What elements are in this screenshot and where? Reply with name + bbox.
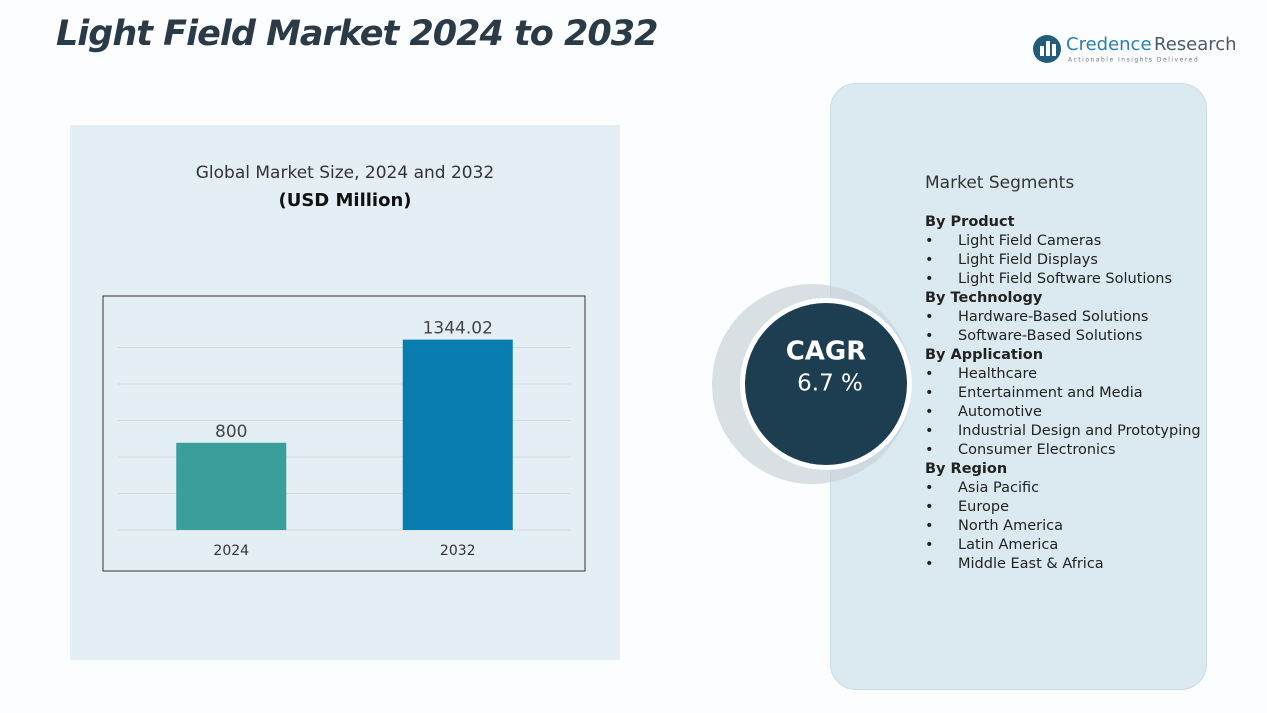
segment-item: Entertainment and Media: [925, 384, 1205, 403]
segments-title: Market Segments: [925, 173, 1075, 193]
x-tick-label: 2032: [440, 543, 476, 559]
segment-item: Europe: [925, 498, 1205, 517]
logo: Credence Research Actionable Insights De…: [1033, 34, 1237, 64]
cagr-circle: [745, 303, 907, 465]
segment-item: Middle East & Africa: [925, 555, 1205, 574]
segment-heading: By Technology: [925, 290, 1043, 306]
logo-tagline: Actionable Insights Delivered: [1068, 57, 1199, 64]
chart-subtitle: (USD Million): [278, 190, 411, 211]
value-label: 1344.02: [423, 319, 493, 339]
x-tick-label: 2024: [213, 543, 249, 559]
segments: Market Segments By Product Light Field Ca…: [925, 173, 1205, 574]
segment-item: Light Field Cameras: [925, 232, 1205, 251]
segment-item: Consumer Electronics: [925, 441, 1205, 460]
cagr-badge: CAGR 6.7 %: [712, 284, 912, 484]
segment-item: North America: [925, 517, 1205, 536]
segment-item: Healthcare: [925, 365, 1205, 384]
segment-heading: By Product: [925, 214, 1015, 230]
logo-bar: [1052, 44, 1056, 56]
segment-item: Light Field Displays: [925, 251, 1205, 270]
logo-name: Research: [1154, 34, 1237, 55]
segment-item: Hardware-Based Solutions: [925, 308, 1205, 327]
segment-item: Light Field Software Solutions: [925, 270, 1205, 289]
bar: [176, 442, 287, 530]
logo-bar: [1040, 46, 1044, 56]
segment-list: Asia PacificEuropeNorth AmericaLatin Ame…: [925, 479, 1205, 574]
cagr-value: 6.7 %: [797, 371, 863, 397]
cagr-label: CAGR: [786, 337, 867, 367]
chart-frame: [102, 295, 586, 572]
segment-item: Automotive: [925, 403, 1205, 422]
segment-item: Asia Pacific: [925, 479, 1205, 498]
logo-name: Credence: [1066, 34, 1152, 55]
segment-item: Latin America: [925, 536, 1205, 555]
segment-list: Hardware-Based SolutionsSoftware-Based S…: [925, 308, 1205, 346]
segment-heading: By Region: [925, 461, 1008, 477]
chart-title: Global Market Size, 2024 and 2032: [196, 163, 495, 183]
segment-list: HealthcareEntertainment and MediaAutomot…: [925, 365, 1205, 460]
segment-list: Light Field CamerasLight Field DisplaysL…: [925, 232, 1205, 289]
segment-item: Industrial Design and Prototyping: [925, 422, 1205, 441]
value-label: 800: [215, 422, 247, 442]
segment-heading: By Application: [925, 347, 1044, 363]
page-title: Light Field Market 2024 to 2032: [56, 14, 658, 54]
logo-bar: [1046, 41, 1050, 56]
bar: [402, 339, 513, 530]
segment-item: Software-Based Solutions: [925, 327, 1205, 346]
